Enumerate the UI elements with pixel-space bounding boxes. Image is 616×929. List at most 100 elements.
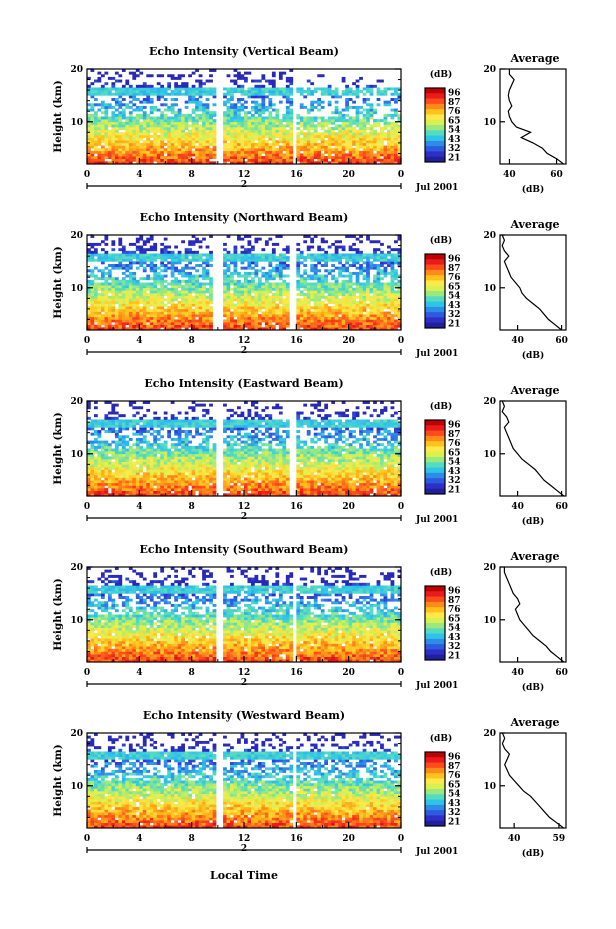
colorbar-segment (425, 752, 445, 758)
x-tick-label: 12 (238, 502, 251, 512)
colorbar-segment (425, 312, 445, 318)
colorbar-label: 76 (448, 771, 461, 781)
colorbar-segment (425, 628, 445, 635)
y-tick-label: 10 (70, 782, 83, 792)
day-label: 2 (241, 512, 247, 522)
colorbar-segment (425, 322, 445, 329)
colorbar-unit: (dB) (430, 567, 452, 578)
x-tick-label: 0 (84, 170, 90, 180)
x-tick-label: 0 (84, 834, 90, 844)
x-tick-label: 0 (84, 336, 90, 346)
average-x-tick-label: 60 (550, 170, 563, 180)
colorbar-unit: (dB) (430, 69, 452, 80)
colorbar-segment (425, 435, 445, 442)
beam-panel: Echo Intensity (Eastward Beam) Height (km… (52, 377, 568, 527)
x-tick-label: 20 (342, 170, 355, 180)
panel-title: Echo Intensity (Southward Beam) (140, 543, 349, 556)
x-tick-label: 4 (136, 170, 142, 180)
x-tick-label: 12 (238, 834, 251, 844)
colorbar-segment (425, 285, 445, 292)
average-x-tick-label: 40 (511, 668, 524, 678)
day-label: 2 (241, 844, 247, 854)
y-tick-label: 20 (70, 397, 83, 407)
colorbar-segment (425, 633, 445, 640)
heatmap-cells (87, 567, 402, 663)
colorbar-segment (425, 156, 445, 163)
average-title: Average (509, 384, 559, 397)
y-tick-label: 20 (70, 231, 83, 241)
average-x-label: (dB) (522, 350, 544, 361)
x-tick-label: 8 (189, 170, 195, 180)
colorbar-unit: (dB) (430, 401, 452, 412)
x-tick-label: 12 (238, 336, 251, 346)
colorbar-segment (425, 317, 445, 324)
average-frame (499, 234, 567, 331)
colorbar-label: 76 (448, 273, 461, 283)
x-tick-label: 8 (189, 834, 195, 844)
colorbar-segment (425, 151, 445, 158)
y-tick-label: 20 (70, 65, 83, 75)
average-title: Average (509, 716, 559, 729)
average-x-tick-label: 40 (503, 170, 516, 180)
colorbar-segment (425, 644, 445, 650)
colorbar-label: 32 (448, 476, 461, 486)
colorbar-segment (425, 114, 445, 121)
month-label: Jul 2001 (415, 847, 458, 857)
colorbar-label: 43 (448, 633, 461, 643)
colorbar-segment (425, 815, 445, 822)
colorbar-segment (425, 462, 445, 469)
colorbar-label: 32 (448, 144, 461, 154)
colorbar-segment (425, 762, 445, 769)
x-tick-label: 16 (290, 502, 303, 512)
colorbar-label: 21 (448, 153, 461, 163)
colorbar-segment (425, 291, 445, 297)
y-tick-label: 10 (70, 284, 83, 294)
month-label: Jul 2001 (415, 349, 458, 359)
average-x-tick-label: 60 (555, 502, 568, 512)
colorbar-label: 76 (448, 107, 461, 117)
x-tick-label: 4 (136, 834, 142, 844)
y-axis-label: Height (km) (52, 80, 64, 152)
average-y-tick-label: 10 (483, 450, 496, 460)
colorbar-frame (424, 585, 446, 661)
average-y-tick-label: 20 (483, 65, 496, 75)
colorbar-segment (425, 612, 445, 619)
x-tick-label: 12 (238, 170, 251, 180)
month-label: Jul 2001 (415, 515, 458, 525)
colorbar-label: 65 (448, 116, 461, 126)
average-y-tick-label: 10 (483, 782, 496, 792)
average-y-tick-label: 10 (483, 616, 496, 626)
colorbar-frame (424, 253, 446, 329)
colorbar-segment (425, 478, 445, 484)
average-title: Average (509, 218, 559, 231)
average-x-tick-label: 60 (555, 336, 568, 346)
average-x-tick-label: 40 (511, 336, 524, 346)
colorbar-segment (425, 269, 445, 276)
colorbar-segment (425, 596, 445, 603)
average-profile-line (507, 69, 564, 165)
x-tick-label: 4 (136, 336, 142, 346)
colorbar-segment (425, 446, 445, 453)
beam-panel: Echo Intensity (Southward Beam) Height (k… (52, 543, 568, 693)
y-axis-label: Height (km) (52, 412, 64, 484)
colorbar-label: 87 (448, 596, 461, 606)
y-tick-label: 10 (70, 616, 83, 626)
colorbar-segment (425, 607, 445, 613)
heatmap-cells (87, 69, 402, 165)
y-axis-label: Height (km) (52, 246, 64, 318)
colorbar-label: 21 (448, 485, 461, 495)
x-tick-label: 0 (398, 668, 404, 678)
average-x-tick-label: 60 (555, 668, 568, 678)
colorbar-label: 87 (448, 98, 461, 108)
colorbar-label: 76 (448, 439, 461, 449)
colorbar-label: 54 (448, 292, 461, 302)
x-tick-label: 0 (84, 668, 90, 678)
colorbar-segment (425, 109, 445, 115)
colorbar-frame (424, 87, 446, 163)
x-tick-label: 0 (398, 502, 404, 512)
average-x-tick-label: 40 (511, 502, 524, 512)
colorbar-label: 96 (448, 255, 461, 265)
colorbar-label: 54 (448, 624, 461, 634)
colorbar-segment (425, 119, 445, 126)
